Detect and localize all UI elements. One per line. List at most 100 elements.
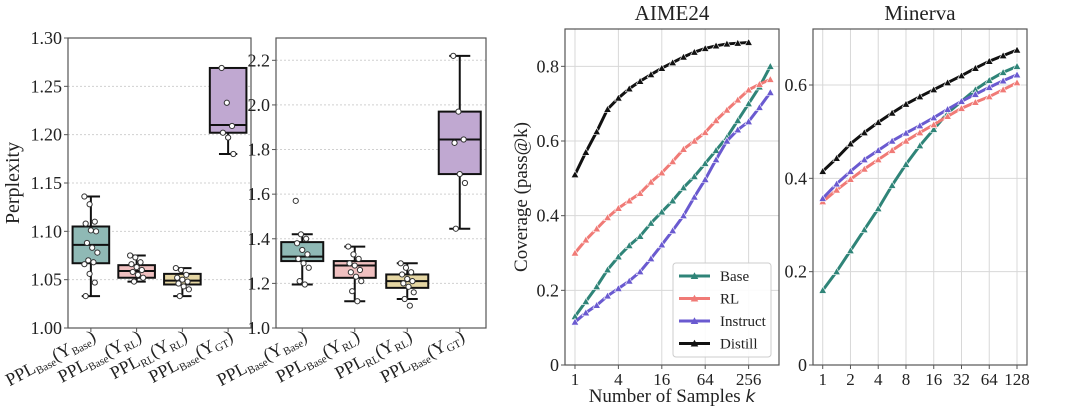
data-point [127, 252, 134, 259]
series-marker [722, 105, 732, 114]
data-point [91, 218, 98, 225]
series-marker [998, 76, 1008, 85]
data-point [86, 270, 93, 277]
series-marker [818, 285, 828, 294]
data-point [82, 293, 89, 300]
data-point [134, 271, 142, 278]
label-argsub: RL [122, 337, 140, 354]
series-marker [711, 145, 721, 154]
y-tick-label: 1.00 [31, 318, 63, 338]
data-point [137, 259, 144, 266]
data-point [455, 108, 462, 115]
y-tick-label: 1.4 [248, 229, 271, 249]
series-marker [832, 153, 841, 162]
y-tick-label: 0.6 [785, 75, 808, 95]
data-point [83, 239, 91, 247]
data-point [184, 278, 191, 285]
series-marker [957, 71, 966, 80]
series-marker [635, 76, 645, 85]
series-marker [1012, 70, 1022, 79]
x-tick-label: 256 [736, 370, 762, 389]
data-point [179, 276, 186, 283]
data-point [300, 260, 307, 267]
x-tick-label: 4 [874, 370, 883, 389]
y-tick-label: 2.0 [248, 95, 271, 115]
series-marker [635, 231, 645, 240]
series-marker [971, 89, 980, 98]
series-marker [646, 177, 656, 186]
y-tick-label: 0 [798, 355, 807, 375]
series-marker [832, 267, 841, 276]
y-tick-label: 0.6 [537, 131, 560, 151]
data-point [130, 278, 138, 285]
y-tick-label: 1.15 [31, 173, 63, 193]
series-marker [624, 196, 634, 205]
series-marker [646, 70, 656, 78]
data-point [402, 264, 410, 271]
series-marker [915, 141, 925, 150]
legend-frame [672, 262, 772, 358]
data-point [352, 273, 360, 280]
series-marker [603, 291, 612, 300]
x-tick-label: 1 [818, 370, 827, 389]
series-marker [624, 84, 634, 93]
data-point [351, 262, 358, 269]
series-marker [614, 93, 623, 102]
data-point [172, 264, 179, 272]
data-point [400, 280, 407, 287]
boxplot-panel-2: 1.01.21.41.61.82.02.2PPLBase(YBase)PPLBa… [213, 37, 487, 390]
series-marker [887, 145, 897, 154]
data-point [175, 280, 182, 287]
series-marker [860, 225, 869, 234]
plot-frame [275, 37, 487, 329]
series-base [818, 61, 1022, 294]
series-marker [873, 204, 883, 213]
data-point [461, 179, 469, 187]
y-tick-label: 1.2 [248, 273, 271, 293]
series-marker [887, 108, 897, 117]
series-marker [668, 226, 677, 234]
box-body [437, 110, 482, 176]
series-marker [646, 254, 656, 262]
data-point [404, 275, 411, 283]
y-tick-label: 2.2 [248, 50, 271, 70]
legend-label: Base [720, 269, 750, 285]
series-marker [624, 241, 634, 249]
data-point [346, 260, 353, 267]
series-marker [901, 136, 911, 145]
series-marker [873, 145, 883, 154]
series-marker [887, 136, 897, 145]
y-axis-label: Coverage (pass@k) [511, 122, 532, 272]
label-argsub: RL [340, 337, 358, 354]
data-point [355, 255, 362, 262]
series-marker [679, 183, 688, 192]
data-point [86, 201, 93, 208]
series-marker [614, 284, 623, 292]
y-tick-label: 0.2 [537, 280, 560, 300]
data-point [85, 257, 92, 264]
aime24-panel: 1 4 16 64 256 0 0.2 0.4 0.6 0.8 AIME24 Coverage (pa… [511, 1, 780, 407]
data-point [405, 283, 412, 290]
box-1 [280, 197, 325, 288]
data-point [398, 271, 406, 278]
box-1 [71, 193, 111, 300]
data-point [295, 255, 302, 262]
data-point [450, 52, 457, 59]
series-marker [744, 117, 753, 125]
x-axis-label: Number of Samples k [589, 386, 757, 407]
series-marker [873, 155, 883, 164]
series-marker [818, 166, 828, 175]
data-point [350, 251, 357, 258]
series-marker [733, 38, 743, 47]
data-point [349, 288, 356, 295]
series-marker [635, 188, 645, 197]
x-tick-label: 64 [981, 370, 999, 389]
x-tick-label: 4 [614, 370, 623, 389]
series-marker [679, 211, 688, 220]
series-marker [679, 144, 688, 153]
y-tick-label: 1.10 [31, 221, 63, 241]
label-argsub: RL [168, 337, 186, 354]
series-marker [624, 276, 634, 285]
series-marker [733, 125, 743, 134]
series-marker [929, 124, 939, 133]
